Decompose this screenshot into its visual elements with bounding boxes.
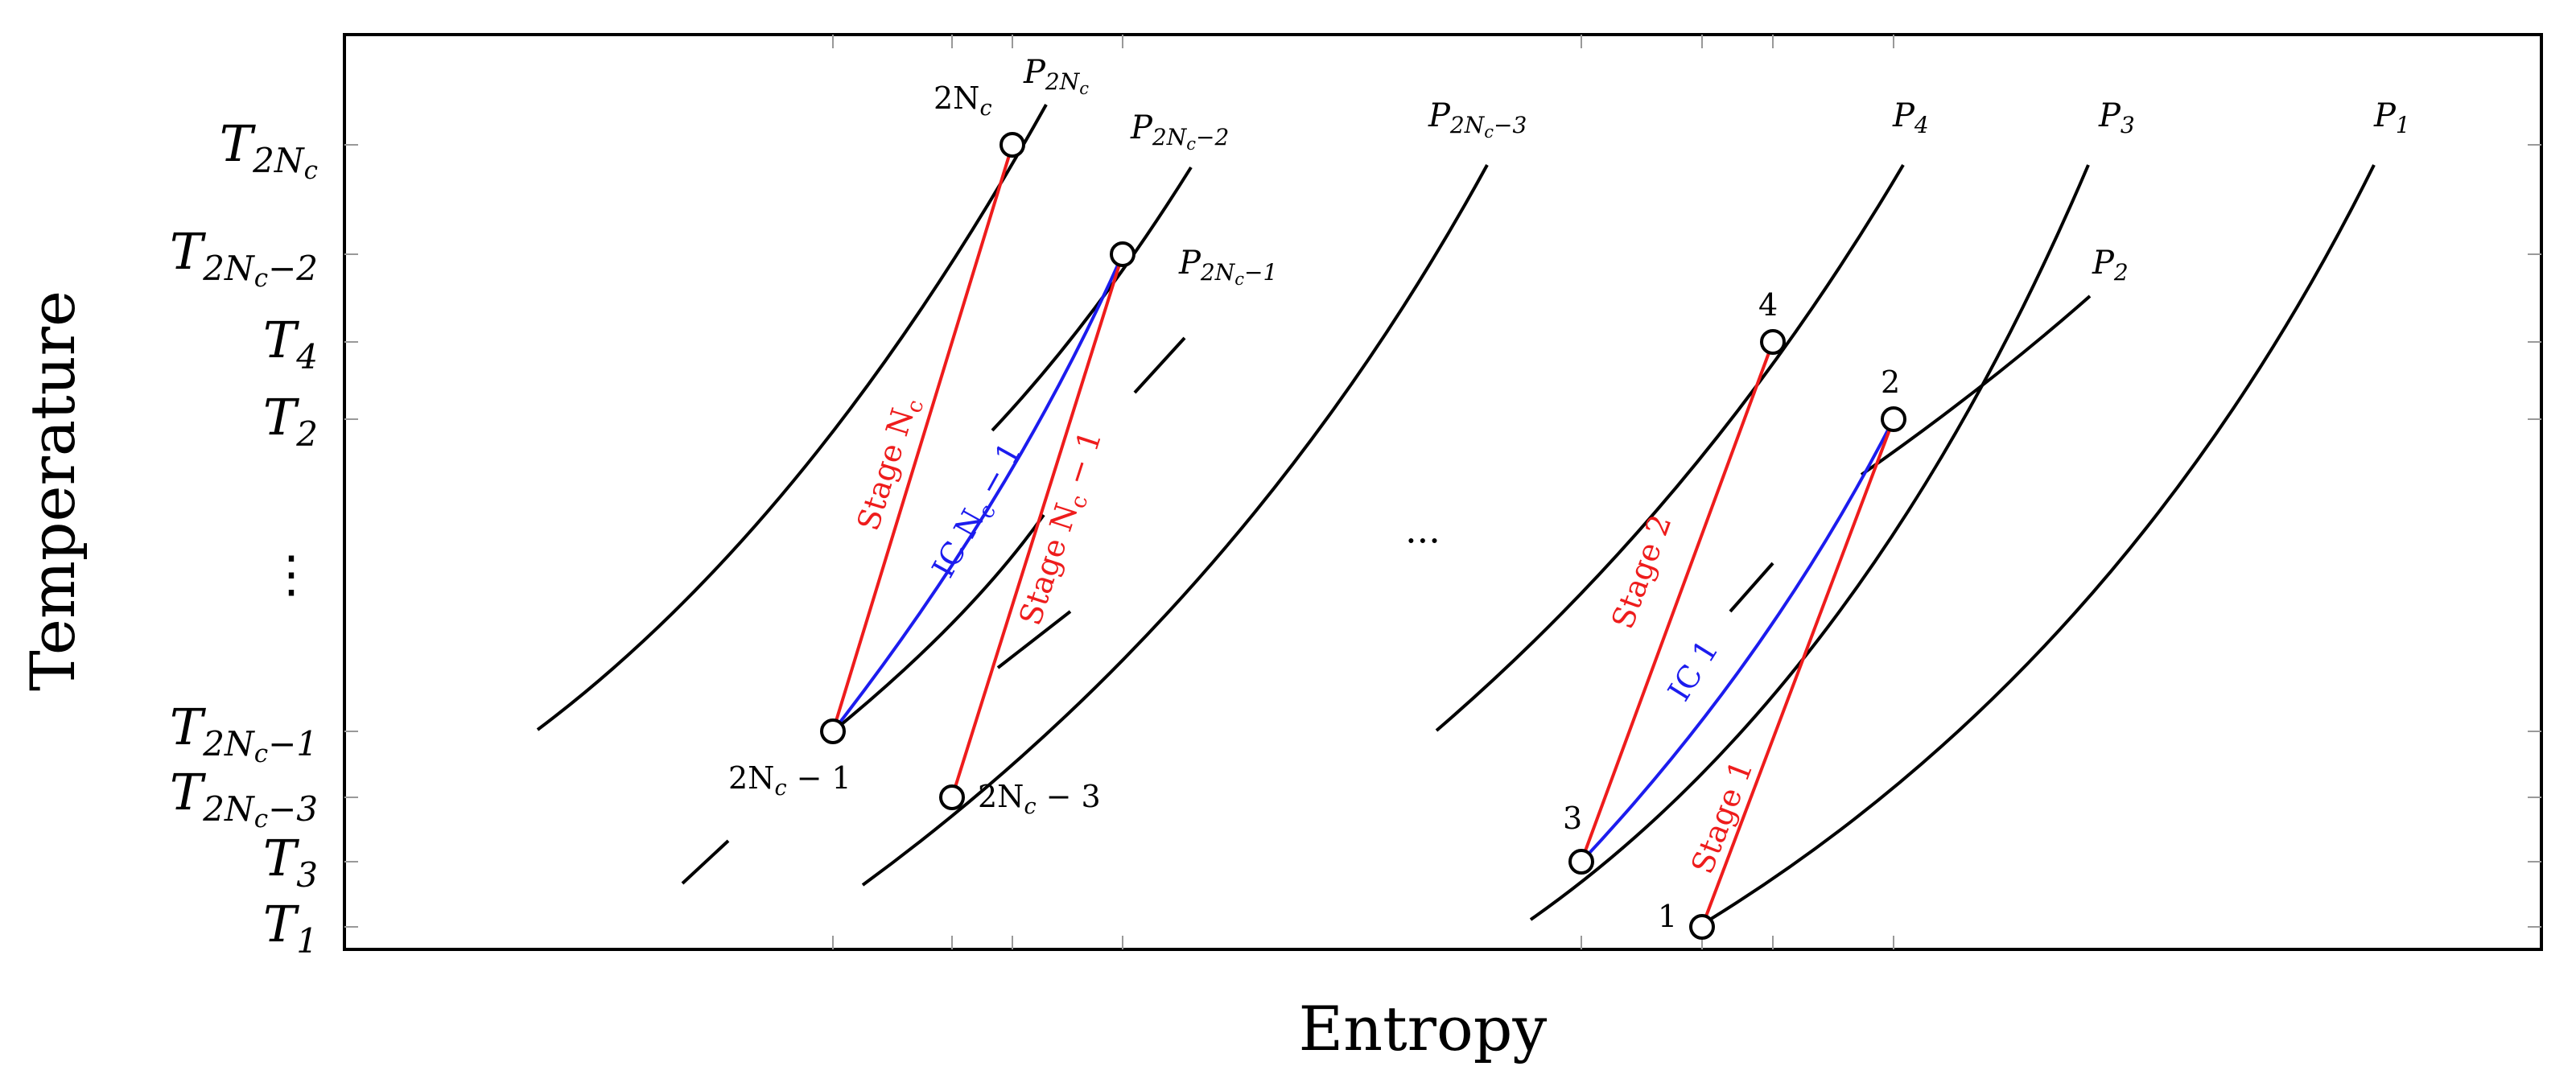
x-axis-title: Entropy bbox=[1299, 993, 1548, 1064]
state-label-2: 2 bbox=[1881, 364, 1900, 400]
y-tick-label: T2Nc−3 bbox=[170, 763, 318, 834]
isobar-p-2nc bbox=[536, 104, 1048, 731]
isobar-label: P2Nc−2 bbox=[1130, 109, 1229, 154]
state-label-4: 4 bbox=[1758, 287, 1778, 323]
y-tick-label: T1 bbox=[263, 895, 318, 961]
stage-nc-minus1-line bbox=[950, 253, 1124, 798]
stage2-label: Stage 2 bbox=[1605, 510, 1679, 633]
isobar-p-2nc-minus3 bbox=[861, 164, 1489, 887]
stage-nc-minus1-label: Stage Nc − 1 bbox=[1012, 426, 1113, 632]
isobar-curves bbox=[536, 104, 2376, 928]
isobar-label: P3 bbox=[2098, 97, 2135, 138]
y-tick-labels: T2Nc T2Nc−2 T4 T2 ⋮ T2Nc−1 T2Nc−3 T3 T1 bbox=[170, 114, 318, 961]
isobar-label: P2 bbox=[2092, 245, 2129, 286]
state-3 bbox=[1568, 849, 1594, 875]
state-label-2nc-minus3: 2Nc − 3 bbox=[978, 779, 1101, 819]
state-label-2nc: 2Nc bbox=[934, 80, 992, 121]
isobar-labels: P2Nc P2Nc−2 P2Nc−1 P2Nc−3 P4 P3 P2 P1 bbox=[1023, 54, 2410, 289]
stage-nc-line bbox=[831, 144, 1014, 732]
y-tick-label: T2Nc−2 bbox=[170, 222, 318, 293]
state-label-2nc-minus1: 2Nc − 1 bbox=[728, 760, 851, 801]
isobar-p1 bbox=[1696, 164, 2376, 928]
state-2nc-minus3 bbox=[939, 784, 965, 810]
isobar-p-2nc-minus2-lower bbox=[831, 513, 1045, 733]
isobar-label: P1 bbox=[2373, 97, 2410, 138]
ic-nc-minus1-line bbox=[831, 253, 1124, 733]
isobar-p-2nc-minus2-upper bbox=[991, 166, 1193, 432]
state-2 bbox=[1881, 406, 1906, 432]
isobar-label: P2Nc bbox=[1023, 54, 1089, 98]
isobar-p2-lower bbox=[1729, 562, 1774, 613]
state-points bbox=[820, 132, 1906, 940]
state-1 bbox=[1689, 914, 1715, 940]
state-4 bbox=[1760, 329, 1786, 355]
state-2nc bbox=[999, 132, 1025, 158]
isobar-label: P2Nc−1 bbox=[1178, 245, 1277, 289]
y-tick-label: T3 bbox=[263, 829, 318, 895]
y-tick-label: T2 bbox=[263, 388, 318, 454]
x-axis-ticks bbox=[832, 35, 1894, 949]
stage1-line bbox=[1700, 418, 1895, 928]
ic1-line bbox=[1580, 418, 1895, 863]
process-lines bbox=[831, 144, 1895, 928]
stage-nc-label: Stage Nc bbox=[850, 393, 929, 536]
state-label-3: 3 bbox=[1563, 801, 1582, 836]
ic-nc-minus1-label: IC Nc − 1 bbox=[925, 436, 1032, 586]
plot-frame bbox=[343, 33, 2543, 951]
state-labels: 2Nc 2Nc − 1 2Nc − 3 4 2 3 1 bbox=[728, 80, 1900, 934]
stage2-line bbox=[1580, 341, 1774, 863]
ellipsis: ··· bbox=[1405, 519, 1440, 562]
isobar-p4 bbox=[1435, 163, 1905, 732]
isobar-p-2nc-minus1-lower bbox=[681, 839, 730, 885]
state-2nc-minus1 bbox=[820, 718, 846, 744]
isobar-p3 bbox=[1529, 164, 2090, 921]
isobar-label: P2Nc−3 bbox=[1428, 97, 1527, 142]
y-axis-title: Temperature bbox=[17, 290, 89, 691]
stage1-label: Stage 1 bbox=[1684, 755, 1760, 879]
y-tick-label: T2Nc−1 bbox=[170, 698, 318, 768]
isobar-p2-upper bbox=[1860, 294, 2092, 476]
y-tick-label: T4 bbox=[263, 311, 318, 377]
y-tick-label: T2Nc bbox=[220, 114, 318, 185]
state-2nc-minus2 bbox=[1110, 241, 1136, 267]
isobar-p-2nc-minus1-mid bbox=[996, 610, 1072, 669]
isobar-p-2nc-minus1-upper bbox=[1133, 336, 1186, 394]
y-tick-ellipsis: ⋮ bbox=[266, 545, 316, 603]
y-axis-ticks bbox=[344, 144, 2541, 928]
state-label-1: 1 bbox=[1658, 899, 1677, 934]
isobar-label: P4 bbox=[1892, 97, 1929, 138]
ic1-label: IC 1 bbox=[1661, 633, 1725, 706]
